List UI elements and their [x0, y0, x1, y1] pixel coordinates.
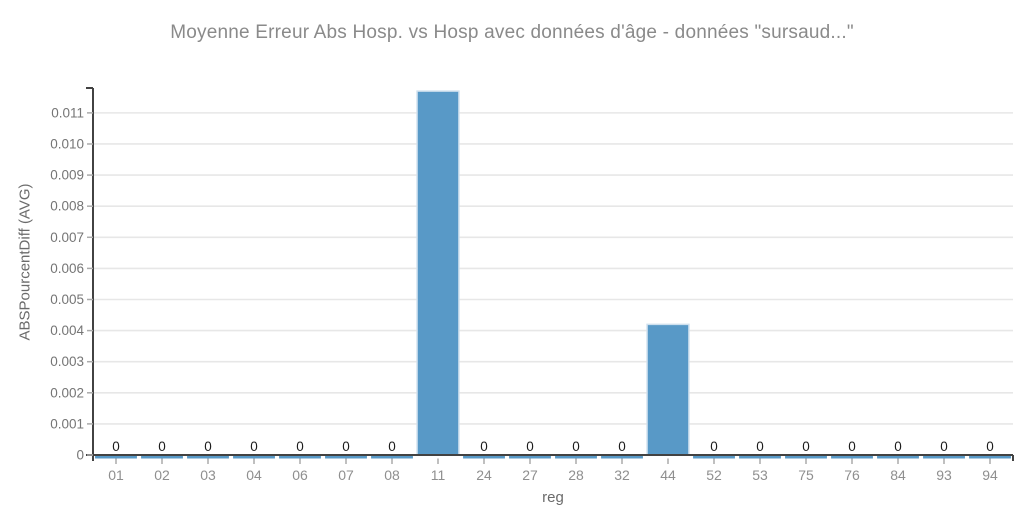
bar-zero: [785, 455, 827, 459]
bar-zero: [509, 455, 551, 459]
chart-title: Moyenne Erreur Abs Hosp. vs Hosp avec do…: [170, 22, 854, 43]
y-tick-label: 0.003: [50, 354, 84, 369]
bar-zero: [325, 455, 367, 459]
bar-value-label: 0: [756, 439, 764, 454]
bar-zero: [831, 455, 873, 459]
bar-value-label: 0: [802, 439, 810, 454]
bar-zero: [923, 455, 965, 459]
y-tick-label: 0.011: [51, 105, 84, 120]
x-tick-label: 84: [890, 467, 906, 483]
bar-value-label: 0: [848, 439, 856, 454]
x-tick-label: 93: [936, 467, 952, 483]
y-tick-label: 0.001: [50, 416, 84, 431]
y-tick-label: 0.008: [50, 199, 84, 214]
x-tick-label: 04: [246, 467, 262, 483]
x-tick-label: 28: [568, 467, 584, 483]
bar-value-label: 0: [250, 439, 258, 454]
y-tick-label: 0: [76, 448, 84, 463]
x-tick-label: 11: [431, 467, 446, 483]
bar-value-label: 0: [940, 439, 948, 454]
x-tick-label: 07: [338, 467, 354, 483]
bar-value-label: 0: [388, 439, 396, 454]
bar-value-label: 0: [204, 439, 212, 454]
bar-zero: [877, 455, 919, 459]
bar-value-label: 0: [296, 439, 304, 454]
bar-value-label: 0: [342, 439, 350, 454]
bar-zero: [141, 455, 183, 459]
x-tick-label: 03: [200, 467, 216, 483]
x-tick-label: 94: [982, 467, 998, 483]
bar-value-label: 0: [618, 439, 626, 454]
bar-value-label: 0: [572, 439, 580, 454]
bar-zero: [233, 455, 275, 459]
x-tick-label: 32: [614, 467, 630, 483]
y-tick-label: 0.009: [50, 168, 84, 183]
bar-zero: [555, 455, 597, 459]
x-tick-label: 02: [154, 467, 170, 483]
bar-value-label: 0: [158, 439, 166, 454]
y-tick-label: 0.010: [50, 136, 84, 151]
y-tick-label: 0.002: [50, 385, 84, 400]
y-tick-label: 0.004: [50, 323, 84, 338]
x-tick-label: 01: [108, 467, 124, 483]
bar-zero: [463, 455, 505, 459]
x-tick-label: 08: [384, 467, 400, 483]
bar-value-label: 0: [986, 439, 994, 454]
x-axis-title: reg: [542, 489, 564, 506]
y-tick-label: 0.005: [50, 292, 84, 307]
y-tick-label: 0.007: [50, 230, 84, 245]
x-tick-label: 75: [798, 467, 814, 483]
bar: [416, 90, 460, 456]
bar-zero: [187, 455, 229, 459]
bar-zero: [601, 455, 643, 459]
x-tick-label: 06: [292, 467, 308, 483]
bar-value-label: 0: [894, 439, 902, 454]
bar-value-label: 0: [480, 439, 488, 454]
bar-value-label: 0: [710, 439, 718, 454]
x-tick-label: 76: [844, 467, 860, 483]
bar-value-label: 0: [526, 439, 534, 454]
x-tick-label: 24: [476, 467, 492, 483]
bar-value-label: 0: [112, 439, 120, 454]
bar-zero: [279, 455, 321, 459]
bar-zero: [969, 455, 1011, 459]
bar-zero: [739, 455, 781, 459]
y-tick-label: 0.006: [50, 261, 84, 276]
x-tick-label: 44: [660, 467, 676, 483]
x-tick-label: 52: [706, 467, 722, 483]
x-tick-label: 53: [752, 467, 768, 483]
bar-zero: [371, 455, 413, 459]
bar-zero: [693, 455, 735, 459]
x-tick-label: 27: [522, 467, 538, 483]
bar: [646, 323, 690, 456]
bar-zero: [95, 455, 137, 459]
